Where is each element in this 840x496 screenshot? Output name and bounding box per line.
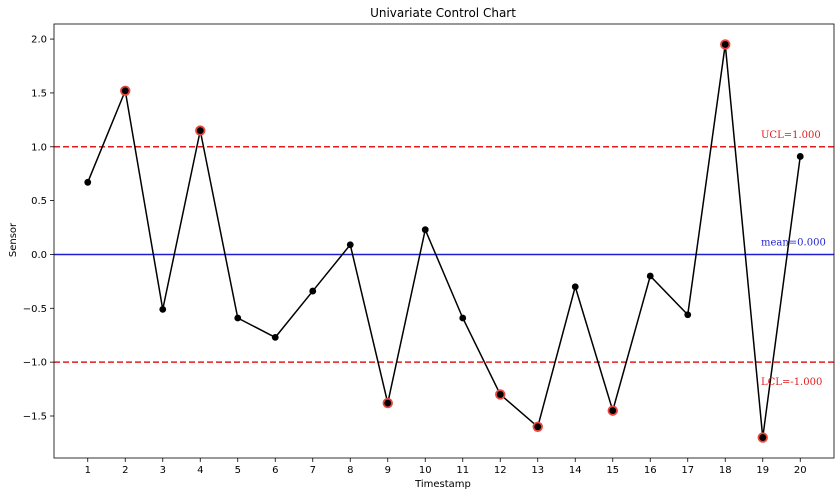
data-point-16 [646,272,654,280]
y-tick-label-2: −0.5 [23,304,47,315]
y-tick-label-3: 0.0 [31,250,47,261]
x-tick-label-5: 6 [272,465,278,476]
data-point-12 [496,391,504,398]
series-line [87,44,801,438]
data-point-14 [571,283,579,291]
x-tick-label-17: 18 [719,465,732,476]
x-tick-label-1: 2 [122,465,128,476]
y-tick-label-4: 0.5 [31,196,47,207]
data-point-9 [384,399,392,407]
x-tick-label-13: 14 [569,465,582,476]
data-point-7 [309,287,317,295]
data-point-15 [609,407,617,415]
y-tick-label-6: 1.5 [31,88,47,99]
x-tick-label-4: 5 [235,465,241,476]
x-tick-label-15: 16 [644,465,657,476]
data-point-4 [196,127,204,135]
chart-title: Univariate Control Chart [370,6,516,20]
x-tick-label-6: 7 [310,465,316,476]
data-point-8 [346,241,354,249]
data-point-19 [759,434,767,441]
data-point-10 [421,226,429,234]
ucl-label: UCL=1.000 [761,130,821,141]
x-tick-label-9: 10 [419,465,432,476]
data-point-3 [159,305,167,313]
x-axis-title: Timestamp [414,479,471,490]
x-tick-label-19: 20 [794,465,807,476]
x-tick-label-3: 4 [197,465,203,476]
y-axis-title: Sensor [8,222,19,257]
x-tick-label-16: 17 [681,465,694,476]
mean-label: mean=0.000 [761,237,826,248]
x-tick-label-7: 8 [347,465,353,476]
x-tick-label-2: 3 [160,465,166,476]
data-point-13 [534,423,542,431]
x-tick-label-8: 9 [385,465,391,476]
data-point-18 [721,41,729,48]
data-point-11 [459,314,467,322]
plot-area: −1.5−1.0−0.50.00.51.01.52.01 2 3 4 5 6 7 8 9 10 11… [23,23,835,476]
x-tick-label-10: 11 [456,465,469,476]
x-tick-label-11: 12 [494,465,507,476]
y-tick-label-1: −1.0 [23,358,47,369]
x-tick-label-14: 15 [606,465,619,476]
data-point-6 [271,333,279,341]
x-tick-label-18: 19 [756,465,769,476]
lcl-label: LCL=-1.000 [761,377,822,388]
plot-frame [53,23,835,459]
data-point-1 [84,178,92,186]
y-tick-label-5: 1.0 [31,142,47,153]
x-tick-label-12: 13 [531,465,544,476]
data-point-5 [234,314,242,322]
y-tick-label-7: 2.0 [31,35,47,46]
data-point-2 [121,87,129,95]
data-point-17 [684,311,692,319]
x-tick-label-0: 1 [85,465,91,476]
data-point-20 [796,153,804,160]
y-tick-label-0: −1.5 [23,412,47,423]
